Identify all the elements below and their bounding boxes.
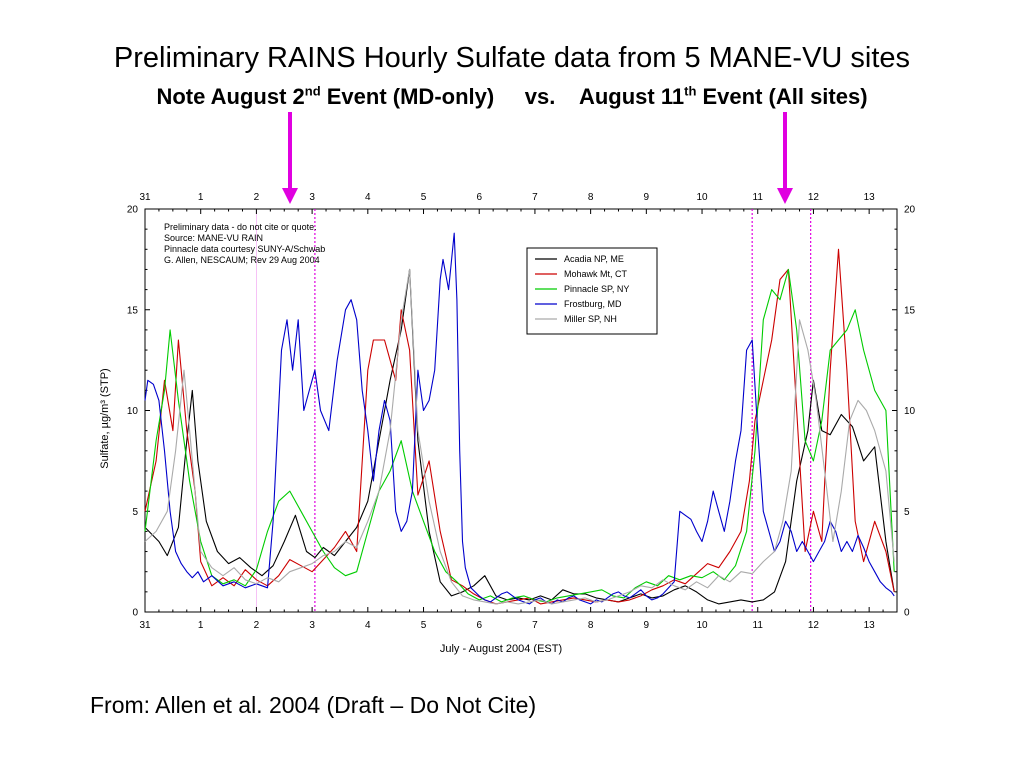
- chart-note-line: Source: MANE-VU RAIN: [164, 233, 263, 243]
- y-tick-label-left: 10: [127, 406, 139, 417]
- x-tick-label-bottom: 12: [808, 620, 820, 631]
- x-tick-label-bottom: 6: [476, 620, 482, 631]
- x-tick-label-bottom: 9: [644, 620, 650, 631]
- y-tick-label-right: 0: [904, 608, 910, 619]
- x-tick-label-top: 4: [365, 192, 371, 203]
- legend-entry: Frostburg, MD: [564, 299, 622, 309]
- x-tick-label-bottom: 4: [365, 620, 371, 631]
- y-tick-label-left: 15: [127, 305, 139, 316]
- x-tick-label-bottom: 31: [139, 620, 151, 631]
- x-tick-label-top: 7: [532, 192, 538, 203]
- x-tick-label-bottom: 7: [532, 620, 538, 631]
- x-tick-label-top: 13: [864, 192, 876, 203]
- slide-title: Preliminary RAINS Hourly Sulfate data fr…: [113, 42, 911, 74]
- x-tick-label-top: 10: [696, 192, 708, 203]
- chart-note-line: G. Allen, NESCAUM; Rev 29 Aug 2004: [164, 255, 320, 265]
- subtitle-sup1: nd: [304, 83, 321, 99]
- series-line: [144, 268, 895, 605]
- y-tick-label-left: 20: [127, 205, 139, 216]
- series-line: [144, 232, 895, 605]
- series-line: [144, 268, 895, 603]
- legend-box: [526, 247, 658, 335]
- event-arrow-head: [282, 188, 298, 204]
- x-tick-label-bottom: 2: [254, 620, 260, 631]
- x-tick-label-bottom: 1: [198, 620, 204, 631]
- x-tick-label-top: 11: [753, 192, 764, 203]
- subtitle-sup2: th: [684, 83, 697, 99]
- x-tick-label-top: 2: [254, 192, 260, 203]
- y-tick-label-right: 5: [904, 507, 910, 518]
- legend-entry: Pinnacle SP, NY: [564, 284, 629, 294]
- subtitle-part2: Event (MD-only) vs. August 11: [320, 84, 685, 109]
- x-tick-label-bottom: 13: [864, 620, 876, 631]
- y-axis-label: Sulfate, µg/m³ (STP): [99, 368, 111, 468]
- x-tick-label-top: 12: [808, 192, 820, 203]
- x-tick-label-bottom: 5: [421, 620, 427, 631]
- event-arrow-head: [777, 188, 793, 204]
- x-tick-label-top: 1: [198, 192, 204, 203]
- legend-entry: Miller SP, NH: [564, 314, 617, 324]
- x-tick-label-bottom: 3: [309, 620, 315, 631]
- x-tick-label-top: 3: [309, 192, 315, 203]
- x-tick-label-bottom: 8: [588, 620, 594, 631]
- source-citation: From: Allen et al. 2004 (Draft – Do Not …: [90, 692, 537, 718]
- x-tick-label-top: 31: [139, 192, 151, 203]
- plot-frame: [144, 208, 898, 613]
- series-line: [144, 268, 895, 605]
- legend-entry: Acadia NP, ME: [564, 254, 624, 264]
- chart-note-line: Preliminary data - do not cite or quote.: [164, 222, 317, 232]
- legend-entry: Mohawk Mt, CT: [564, 269, 628, 279]
- x-tick-label-bottom: 10: [696, 620, 708, 631]
- x-tick-label-bottom: 11: [753, 620, 764, 631]
- y-tick-label-right: 20: [904, 205, 916, 216]
- subtitle-part1: Note August 2: [156, 84, 305, 109]
- x-tick-label-top: 9: [644, 192, 650, 203]
- chart-note-line: Pinnacle data courtesy SUNY-A/Schwab: [164, 244, 325, 254]
- y-tick-label-right: 15: [904, 305, 916, 316]
- x-tick-label-top: 8: [588, 192, 594, 203]
- x-tick-label-top: 5: [421, 192, 427, 203]
- y-tick-label-right: 10: [904, 406, 916, 417]
- series-line: [144, 248, 895, 605]
- y-tick-label-left: 5: [132, 507, 138, 518]
- slide-subtitle: Note August 2nd Event (MD-only) vs. Augu…: [0, 84, 1024, 110]
- y-tick-label-left: 0: [132, 608, 138, 619]
- x-tick-label-top: 6: [476, 192, 482, 203]
- subtitle-part3: Event (All sites): [696, 84, 868, 109]
- x-axis-label: July - August 2004 (EST): [440, 643, 562, 655]
